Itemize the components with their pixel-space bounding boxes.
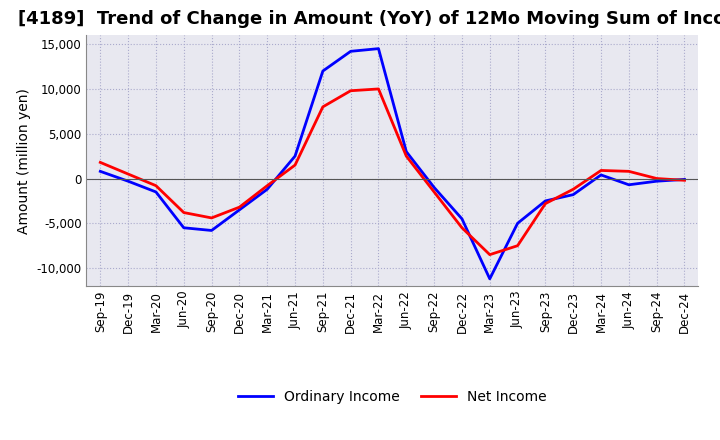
Net Income	[402, 154, 410, 159]
Ordinary Income	[346, 49, 355, 54]
Ordinary Income	[207, 228, 216, 233]
Ordinary Income	[152, 189, 161, 194]
Line: Ordinary Income: Ordinary Income	[100, 49, 685, 279]
Ordinary Income	[235, 207, 243, 213]
Net Income	[430, 189, 438, 194]
Net Income	[541, 201, 550, 206]
Ordinary Income	[179, 225, 188, 231]
Net Income	[374, 86, 383, 92]
Net Income	[597, 168, 606, 173]
Net Income	[152, 183, 161, 188]
Net Income	[624, 169, 633, 174]
Net Income	[485, 252, 494, 257]
Ordinary Income	[569, 192, 577, 197]
Net Income	[263, 183, 271, 188]
Net Income	[96, 160, 104, 165]
Ordinary Income	[513, 221, 522, 226]
Ordinary Income	[96, 169, 104, 174]
Ordinary Income	[291, 154, 300, 159]
Ordinary Income	[374, 46, 383, 51]
Ordinary Income	[680, 177, 689, 182]
Ordinary Income	[541, 198, 550, 204]
Ordinary Income	[624, 182, 633, 187]
Ordinary Income	[485, 276, 494, 282]
Net Income	[207, 215, 216, 220]
Net Income	[318, 104, 327, 110]
Net Income	[291, 162, 300, 168]
Net Income	[513, 243, 522, 248]
Ordinary Income	[652, 179, 661, 184]
Net Income	[569, 187, 577, 192]
Title: [4189]  Trend of Change in Amount (YoY) of 12Mo Moving Sum of Incomes: [4189] Trend of Change in Amount (YoY) o…	[18, 10, 720, 28]
Ordinary Income	[318, 68, 327, 73]
Ordinary Income	[458, 216, 467, 221]
Net Income	[124, 172, 132, 177]
Net Income	[652, 176, 661, 181]
Net Income	[346, 88, 355, 93]
Ordinary Income	[124, 179, 132, 184]
Ordinary Income	[430, 185, 438, 190]
Net Income	[680, 178, 689, 183]
Net Income	[458, 225, 467, 231]
Net Income	[179, 210, 188, 215]
Ordinary Income	[597, 172, 606, 178]
Ordinary Income	[263, 187, 271, 192]
Net Income	[235, 205, 243, 210]
Y-axis label: Amount (million yen): Amount (million yen)	[17, 88, 31, 234]
Legend: Ordinary Income, Net Income: Ordinary Income, Net Income	[233, 385, 552, 410]
Line: Net Income: Net Income	[100, 89, 685, 255]
Ordinary Income	[402, 149, 410, 154]
